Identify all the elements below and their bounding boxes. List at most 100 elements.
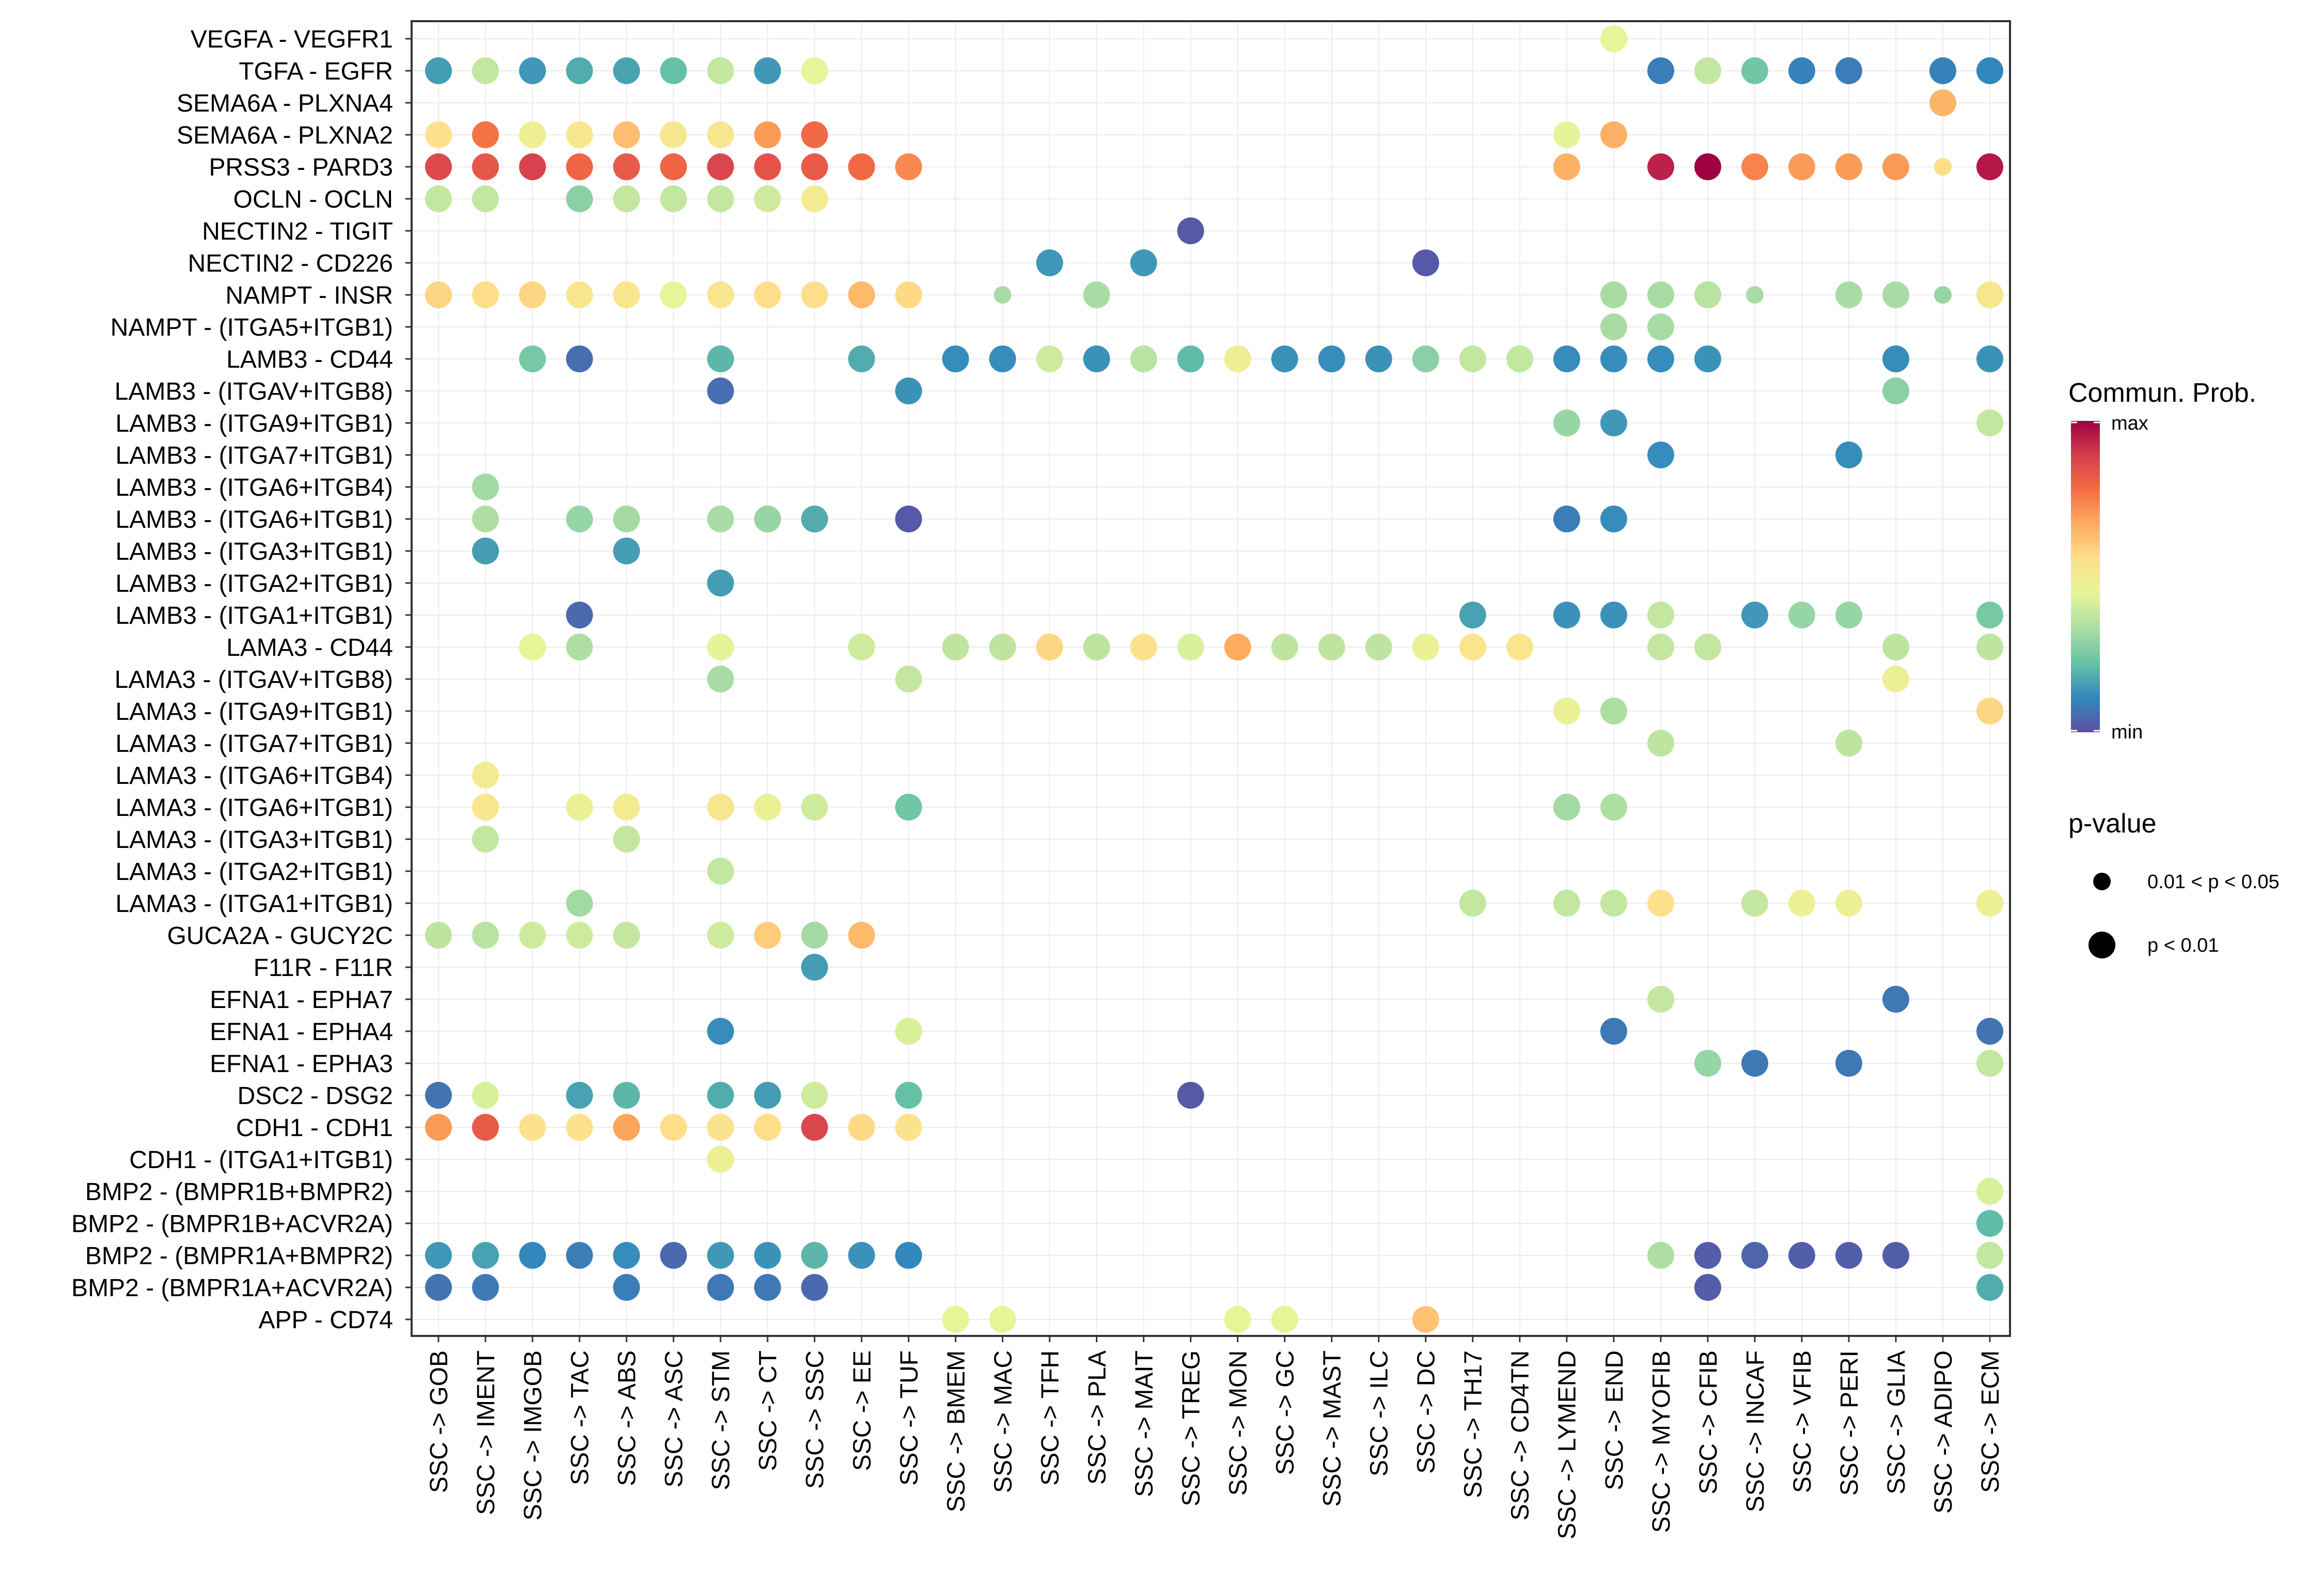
dot-point bbox=[472, 57, 499, 84]
dot-point bbox=[1036, 249, 1063, 276]
dot-point bbox=[754, 1274, 781, 1301]
dot-point bbox=[472, 506, 499, 532]
dot-point bbox=[707, 794, 734, 821]
dot-point bbox=[1600, 506, 1627, 532]
dot-point bbox=[1083, 634, 1110, 660]
y-tick-label: BMP2 - (BMPR1A+ACVR2A) bbox=[71, 1274, 393, 1302]
dot-point bbox=[613, 922, 640, 949]
dot-point bbox=[895, 506, 922, 532]
dot-point bbox=[472, 1082, 499, 1109]
dot-point bbox=[613, 826, 640, 853]
dot-point bbox=[707, 281, 734, 308]
x-tick-label: SSC -> VFIB bbox=[1789, 1350, 1816, 1493]
grid-lines bbox=[412, 21, 2010, 1336]
dot-point bbox=[613, 794, 640, 821]
dot-point bbox=[660, 57, 687, 84]
x-tick-label: SSC -> GLIA bbox=[1883, 1350, 1910, 1494]
dot-point bbox=[754, 57, 781, 84]
dot-point bbox=[613, 1242, 640, 1269]
dot-point bbox=[1788, 602, 1815, 628]
dot-point bbox=[895, 1114, 922, 1141]
dot-point bbox=[895, 281, 922, 308]
dot-point bbox=[801, 1274, 828, 1301]
x-tick-label: SSC -> TAC bbox=[567, 1350, 594, 1485]
dot-point bbox=[1600, 345, 1627, 372]
dot-point bbox=[1318, 345, 1345, 372]
y-tick-label: EFNA1 - EPHA3 bbox=[210, 1050, 393, 1078]
dot-point bbox=[994, 286, 1012, 304]
y-tick-label: LAMA3 - (ITGAV+ITGB8) bbox=[115, 666, 393, 694]
dot-point bbox=[1788, 890, 1815, 917]
dot-point bbox=[660, 281, 687, 308]
x-axis: SSC -> GOB SSC -> IMENT SSC -> IMGOB SSC ->… bbox=[426, 1336, 2004, 1539]
dot-point bbox=[1083, 281, 1110, 308]
dot-point bbox=[754, 185, 781, 212]
dot-point bbox=[989, 345, 1016, 372]
size-legend-small-label: 0.01 < p < 0.05 bbox=[2147, 871, 2280, 893]
dot-point bbox=[1177, 345, 1204, 372]
x-tick-label: SSC -> END bbox=[1601, 1350, 1628, 1490]
dot-point bbox=[707, 185, 734, 212]
dot-point bbox=[1600, 313, 1627, 340]
y-tick-label: BMP2 - (BMPR1B+ACVR2A) bbox=[71, 1210, 393, 1238]
dot-point bbox=[895, 794, 922, 821]
dot-point bbox=[1130, 634, 1157, 660]
x-tick-label: SSC -> BMEM bbox=[943, 1350, 970, 1512]
x-tick-label: SSC -> ASC bbox=[661, 1350, 688, 1487]
dot-point bbox=[660, 185, 687, 212]
dot-point bbox=[519, 1242, 546, 1269]
y-tick-label: LAMB3 - (ITGA6+ITGB4) bbox=[116, 474, 393, 501]
dot-point bbox=[1741, 153, 1768, 180]
dot-point bbox=[1647, 281, 1674, 308]
x-tick-label: SSC -> ABS bbox=[614, 1350, 641, 1486]
size-legend-large-dot bbox=[2089, 932, 2115, 958]
dot-point bbox=[1224, 634, 1251, 660]
dot-point bbox=[801, 121, 828, 148]
dot-point bbox=[895, 1242, 922, 1269]
dot-point bbox=[1600, 602, 1627, 628]
x-tick-label: SSC -> CD4TN bbox=[1507, 1350, 1534, 1520]
color-legend-title: Commun. Prob. bbox=[2068, 378, 2256, 408]
dot-point bbox=[1083, 345, 1110, 372]
y-tick-label: SEMA6A - PLXNA4 bbox=[177, 90, 393, 117]
dot-point bbox=[1741, 1050, 1768, 1077]
dot-point bbox=[801, 506, 828, 532]
dot-point bbox=[566, 345, 593, 372]
dot-point bbox=[1741, 602, 1768, 628]
dot-point bbox=[707, 1114, 734, 1141]
dot-point bbox=[566, 506, 593, 532]
dot-point bbox=[1976, 1018, 2003, 1045]
y-tick-label: LAMB3 - (ITGA1+ITGB1) bbox=[116, 602, 393, 629]
y-tick-label: NAMPT - INSR bbox=[226, 282, 393, 309]
dot-point bbox=[801, 1242, 828, 1269]
x-tick-label: SSC -> MAC bbox=[990, 1350, 1017, 1493]
dot-point bbox=[1647, 345, 1674, 372]
dot-point bbox=[801, 57, 828, 84]
dot-point bbox=[1976, 281, 2003, 308]
dot-point bbox=[1835, 57, 1862, 84]
dot-point bbox=[1459, 634, 1486, 660]
dot-point bbox=[425, 1114, 452, 1141]
dot-point bbox=[1224, 345, 1251, 372]
y-tick-label: LAMB3 - (ITGA9+ITGB1) bbox=[116, 410, 393, 437]
y-tick-label: LAMA3 - (ITGA6+ITGB1) bbox=[116, 794, 393, 822]
dot-point bbox=[566, 922, 593, 949]
dot-point bbox=[519, 153, 546, 180]
dot-point bbox=[1835, 730, 1862, 757]
y-tick-label: CDH1 - (ITGA1+ITGB1) bbox=[129, 1146, 393, 1174]
x-tick-label: SSC -> MON bbox=[1225, 1350, 1252, 1495]
x-tick-label: SSC -> SSC bbox=[802, 1350, 829, 1489]
dot-point bbox=[754, 1242, 781, 1269]
dot-point bbox=[754, 506, 781, 532]
y-tick-label: LAMA3 - (ITGA3+ITGB1) bbox=[116, 826, 393, 854]
dot-point bbox=[1271, 634, 1298, 660]
dot-point bbox=[989, 634, 1016, 660]
dot-point bbox=[566, 890, 593, 917]
dot-point bbox=[1647, 986, 1674, 1013]
dot-point bbox=[848, 345, 875, 372]
dot-point bbox=[1882, 153, 1909, 180]
dot-point bbox=[707, 1082, 734, 1109]
dot-point bbox=[942, 1306, 969, 1333]
dot-point bbox=[1694, 1242, 1721, 1269]
dot-point bbox=[1412, 345, 1439, 372]
